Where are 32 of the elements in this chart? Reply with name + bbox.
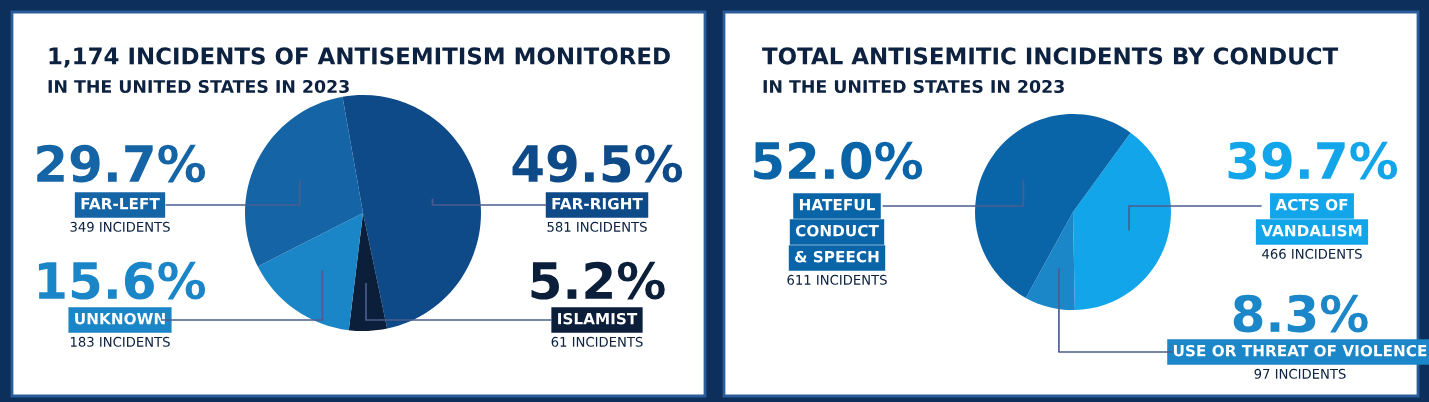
text: 61 INCIDENTS [551,336,643,347]
data-label: 5.2% [531,261,665,300]
text: 611 INCIDENTS [787,274,887,285]
text: 183 INCIDENTS [70,336,170,347]
slice-label: FAR-LEFT [81,198,160,210]
text: 581 INCIDENTS [547,221,647,232]
slice-label: ACTS OF VANDALISM [1261,198,1362,237]
pie-slice [342,95,481,329]
chart-title: 1,174 INCIDENTS OF ANTISEMITISM MONITORED [49,47,670,68]
slice-label: HATEFUL CONDUCT & SPEECH [795,199,879,263]
chart-title: TOTAL ANTISEMITIC INCIDENTS BY CONDUCT [762,47,1339,65]
pie-slice [348,213,388,331]
pie-slice [1025,212,1075,310]
chart-subtitle: IN THE UNITED STATES IN 2023 [48,79,349,94]
data-label: 8.3% [1233,294,1368,333]
data-label: 29.7% [37,144,206,183]
pie-slice [245,96,363,267]
data-label: 39.7% [1228,141,1398,180]
pie-slice [1073,132,1171,310]
data-label: 49.5% [512,144,683,183]
data-label: 52.0% [754,141,923,180]
pie-slice [257,213,363,331]
data-label: 15.6% [38,261,206,300]
slice-label: UNKNOWN [75,312,165,325]
pie-slice [975,114,1131,298]
text: 466 INCIDENTS [1262,248,1362,259]
text: 349 INCIDENTS [70,221,170,232]
chart-subtitle: IN THE UNITED STATES IN 2023 [763,79,1064,94]
text: 97 INCIDENTS [1254,368,1346,379]
slice-label: FAR-RIGHT [552,197,643,210]
slice-label: ISLAMIST [558,312,638,325]
slice-label: USE OR THREAT OF VIOLENCE [1173,344,1427,357]
